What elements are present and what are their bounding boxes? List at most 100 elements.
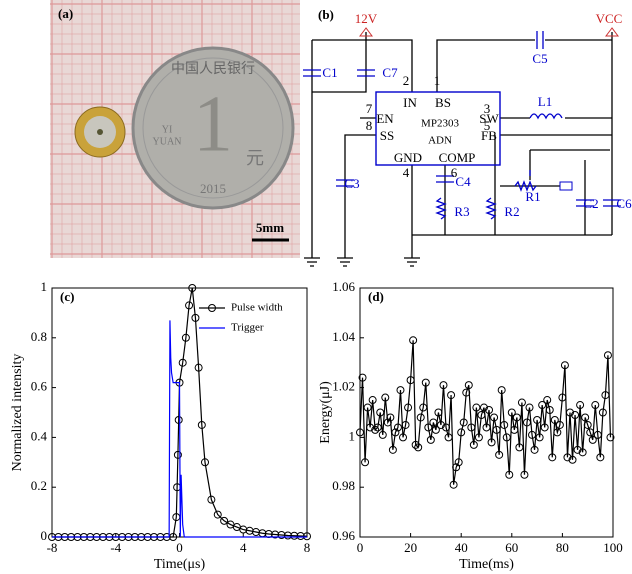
pot-body bbox=[559, 181, 573, 191]
y-tick-label: 0.6 bbox=[31, 379, 48, 394]
marker bbox=[181, 333, 190, 342]
marker bbox=[361, 458, 370, 467]
y-tick-label: 1 bbox=[41, 279, 48, 294]
marker bbox=[568, 455, 577, 464]
y-tick-label: 1.04 bbox=[332, 329, 355, 344]
marker bbox=[550, 415, 559, 424]
marker bbox=[563, 453, 572, 462]
legend-marker bbox=[208, 304, 216, 312]
pin-label: GND bbox=[394, 150, 422, 165]
pin-label: BS bbox=[435, 95, 451, 110]
coin bbox=[131, 46, 295, 210]
marker bbox=[485, 406, 494, 415]
marker bbox=[283, 531, 292, 540]
marker bbox=[213, 510, 222, 519]
marker bbox=[220, 516, 229, 525]
marker bbox=[296, 532, 305, 541]
marker bbox=[512, 413, 521, 422]
coin-text: 1 bbox=[193, 80, 233, 168]
marker bbox=[376, 408, 385, 417]
marker bbox=[543, 396, 552, 405]
marker bbox=[358, 373, 367, 382]
x-tick-label: 40 bbox=[455, 540, 468, 555]
marker bbox=[558, 393, 567, 402]
marker bbox=[271, 530, 280, 539]
y-tick-label: 0 bbox=[41, 528, 48, 543]
marker bbox=[174, 415, 183, 424]
part-label: C5 bbox=[532, 51, 547, 66]
part-label: L1 bbox=[538, 94, 552, 109]
marker bbox=[462, 388, 471, 397]
marker bbox=[596, 453, 605, 462]
marker bbox=[194, 363, 203, 372]
panel-label: (a) bbox=[58, 6, 73, 21]
marker bbox=[401, 420, 410, 429]
y-tick-label: 1.02 bbox=[332, 379, 355, 394]
marker bbox=[404, 403, 413, 412]
marker bbox=[581, 413, 590, 422]
supply-label: 12V bbox=[355, 11, 378, 26]
panel-label: (c) bbox=[60, 289, 74, 304]
marker bbox=[449, 480, 458, 489]
inductor-resistors bbox=[435, 113, 563, 220]
chip-body bbox=[375, 91, 501, 166]
x-axis-title: Time(μs) bbox=[154, 557, 206, 572]
y-tick-label: 0.4 bbox=[31, 428, 48, 443]
photo-panel: 中国人民银行 1 元 YI YUAN 2015 (a) 5mm bbox=[50, 0, 300, 258]
marker bbox=[548, 453, 557, 462]
x-tick-label: 80 bbox=[556, 540, 569, 555]
marker bbox=[197, 420, 206, 429]
marker bbox=[363, 403, 372, 412]
marker bbox=[469, 440, 478, 449]
marker bbox=[416, 413, 425, 422]
marker bbox=[525, 403, 534, 412]
part-label: C7 bbox=[382, 65, 398, 80]
marker bbox=[388, 445, 397, 454]
marker bbox=[530, 445, 539, 454]
pin-label: SS bbox=[380, 128, 394, 143]
grounds bbox=[304, 257, 420, 267]
marker bbox=[601, 391, 610, 400]
marker bbox=[452, 463, 461, 472]
wires bbox=[311, 32, 613, 258]
marker bbox=[573, 445, 582, 454]
x-tick-label: -8 bbox=[47, 540, 58, 555]
marker bbox=[505, 470, 514, 479]
marker bbox=[393, 423, 402, 432]
marker bbox=[487, 438, 496, 447]
marker bbox=[517, 398, 526, 407]
pin-label: COMP bbox=[439, 150, 476, 165]
marker bbox=[533, 415, 542, 424]
marker bbox=[447, 391, 456, 400]
marker bbox=[178, 358, 187, 367]
marker bbox=[356, 428, 364, 437]
marker bbox=[520, 470, 529, 479]
marker bbox=[606, 433, 615, 442]
pin-number: 3 bbox=[484, 101, 491, 116]
marker bbox=[472, 403, 481, 412]
y-tick-label: 0.2 bbox=[31, 478, 47, 493]
plot-frame bbox=[359, 287, 614, 538]
capacitors bbox=[303, 31, 621, 207]
marker bbox=[303, 532, 311, 541]
marker bbox=[419, 403, 428, 412]
marker bbox=[429, 418, 438, 427]
pin-label: IN bbox=[403, 95, 417, 110]
coin-text: 中国人民银行 bbox=[171, 61, 255, 77]
marker bbox=[482, 423, 491, 432]
marker bbox=[507, 408, 516, 417]
part-label: R3 bbox=[454, 204, 469, 219]
marker bbox=[409, 336, 418, 345]
y-axis-title: Energy(μJ) bbox=[318, 381, 333, 444]
marker bbox=[588, 435, 597, 444]
pin-number: 2 bbox=[403, 73, 410, 88]
scale-label: 5mm bbox=[256, 220, 284, 235]
y-tick-label: 0.98 bbox=[332, 478, 355, 493]
pin-number: 7 bbox=[366, 101, 373, 116]
part-label: C1 bbox=[322, 65, 337, 80]
marker bbox=[522, 418, 531, 427]
part-label: R1 bbox=[525, 189, 540, 204]
marker bbox=[538, 401, 547, 410]
marker bbox=[444, 433, 453, 442]
